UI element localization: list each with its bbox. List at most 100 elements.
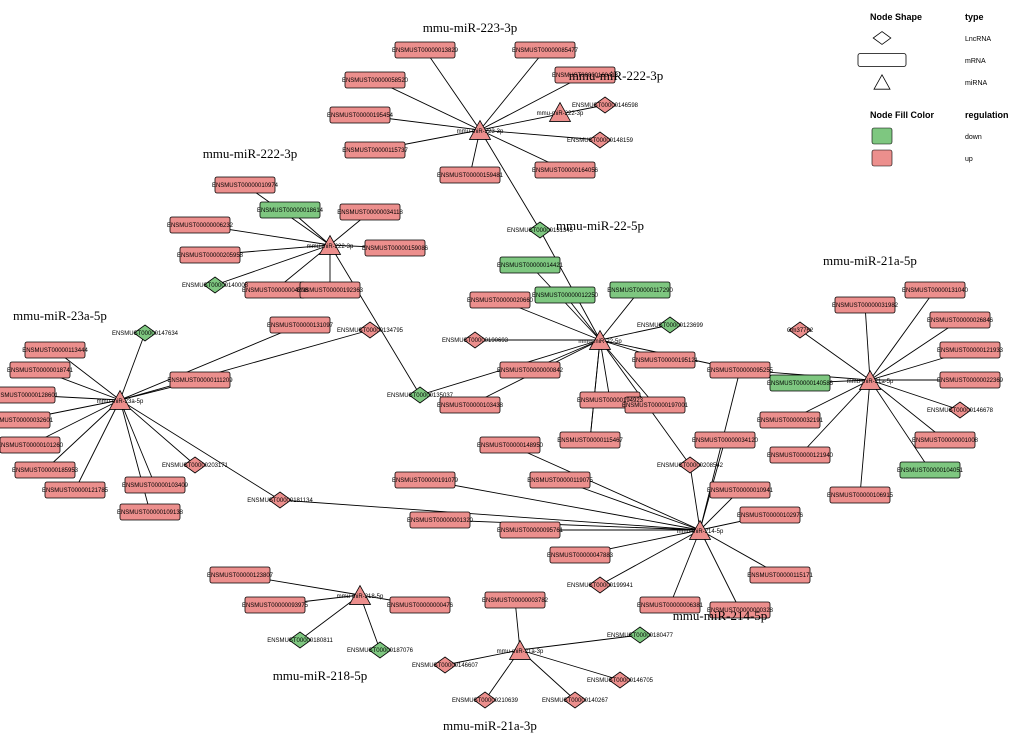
node-label: ENSMUST00000121940 [767,453,834,459]
node-label: ENSMUST00000010974 [212,183,279,189]
edge [120,400,195,465]
hub-text: mmu-miR-214-5p [677,529,724,535]
node-label: ENSMUST00000113444 [22,348,88,354]
node-label: ENSMUST00000010941 [707,488,774,494]
node-label: ENSMUST00000203171 [162,463,229,469]
edge [120,400,155,485]
node-label: ENSMUST00000001008 [912,438,979,444]
node-label: ENSMUST00000085477 [512,48,579,54]
edge [120,330,370,400]
node-label: ENSMUST00000208542 [657,463,724,469]
node-label: ENSMUST00000018614 [257,208,324,214]
legend-shape-label: miRNA [965,80,987,87]
cluster-title: mmu-miR-222-3p [203,146,298,161]
edge [870,380,930,470]
node-label: ENSMUST00000180477 [607,633,674,639]
hub-text: mmu-miR-21a-5p [847,379,894,385]
node-label: ENSMUST00000191079 [392,478,459,484]
node-label: ENSMUST00000123807 [207,573,274,579]
node-label: ENSMUST00000103409 [122,483,189,489]
hub-text: mmu-miR-222-3p [307,244,354,250]
legend-shape-title-right: type [965,12,984,22]
edge [440,520,700,530]
node-label: ENSMUST00000140267 [542,698,609,704]
node-label: ENSMUST00000146678 [927,408,994,414]
edge [700,370,740,530]
node-label: ENSMUST00000140008 [182,283,249,289]
node-label: ENSMUST00000093975 [242,603,309,609]
node-label: ENSMUST00000147634 [112,331,179,337]
edge [480,50,545,130]
node-label: ENSMUST00000119075 [527,478,593,484]
node-label: ENSMUST00000047883 [547,553,614,559]
edge [670,530,700,605]
node-label: ENSMUST00000034120 [692,438,759,444]
legend-swatch [872,150,892,166]
node-label: ENSMUST00000034118 [337,210,403,216]
node-label: ENSMUST00000018741 [7,368,74,374]
legend-swatch [872,128,892,144]
legend-color-title-right: regulation [965,110,1009,120]
node-label: ENSMUST00000026846 [927,318,994,324]
node-label: ENSMUST00000000842 [497,368,564,374]
edge [800,330,870,380]
node-label: ENSMUST00000058520 [342,78,409,84]
node-label: ENSMUST00000031982 [832,303,899,309]
node-label: ENSMUST00000131040 [902,288,969,294]
node-label: ENSMUST00000181134 [247,498,313,504]
legend-color-title-left: Node Fill Color [870,110,934,120]
node-label: ENSMUST00000014421 [497,263,564,269]
node-label: ENSMUST00000006232 [167,223,234,229]
node-label: ENSMUST00000121933 [937,348,1004,354]
legend-shape-title-left: Node Shape [870,12,922,22]
node-label: ENSMUST00000148950 [477,443,544,449]
node-label: ENSMUST00000121785 [42,488,109,494]
node-label: ENSMUST00000187076 [347,648,414,654]
node-label: ENSMUST00000103438 [437,403,504,409]
node-label: ENSMUST00000032601 [0,418,54,424]
node-label: ENSMUST00000022369 [937,378,1004,384]
legend-color-label: down [965,134,982,141]
network-diagram: mmu-miR-223-3pmmu-miR-223-3pmmu-miR-222-… [0,0,1020,745]
hub-text: mmu-miR-222-3p [537,111,584,117]
cluster-title: mmu-miR-218-5p [273,668,368,683]
edge [45,400,120,470]
node-label: ENSMUST00000115171 [747,573,813,579]
node-label: ENSMUST00000164056 [532,168,599,174]
hub-text: mmu-miR-223-3p [457,129,504,135]
edge [865,305,870,380]
node-label: ENSMUST00000197001 [622,403,689,409]
edge [75,400,120,490]
node-label: ENSMUST00000195454 [327,113,394,119]
edge [600,530,700,585]
edge [330,245,420,395]
node-label: ENSMUST00000140586 [767,381,834,387]
legend-shape-label: mRNA [965,58,986,65]
node-label: ENSMUST00000128601 [0,393,59,399]
legend: Node Shape type LncRNA mRNA miRNA Node Fill C… [858,8,1015,218]
node-label: ENSMUST00000146607 [412,663,479,669]
edge [280,500,700,530]
hub-text: mmu-miR-22-5p [578,339,622,345]
legend-shape-label: LncRNA [965,36,991,43]
edge [860,380,870,495]
node-label: ENSMUST00000195121 [632,358,699,364]
node-label: ENSMUST00000159086 [362,246,429,252]
node-label: ENSMUST00000131345 [507,228,574,234]
node-label: ENSMUST00000210639 [452,698,519,704]
node-label: ENSMUST00000180811 [267,638,333,644]
node-label: ENSMUST00000013829 [392,48,459,54]
cluster-title: mmu-miR-23a-5p [13,308,107,323]
node-label: ENSMUST00000190693 [442,338,509,344]
node-label: ENSMUST00000117290 [607,288,673,294]
edge [590,340,600,440]
node-label: ENSMUST00000012250 [532,293,599,299]
node-label: ENSMUST00000148159 [567,138,634,144]
node-label: ENSMUST00000104051 [897,468,964,474]
node-label: ENSMUST00000095761 [497,528,564,534]
node-label: Gm37762 [787,328,814,334]
edge [120,333,145,400]
legend-color-label: up [965,156,973,163]
node-label: ENSMUST00000115467 [557,438,623,444]
node-label: ENSMUST00000003782 [482,598,549,604]
